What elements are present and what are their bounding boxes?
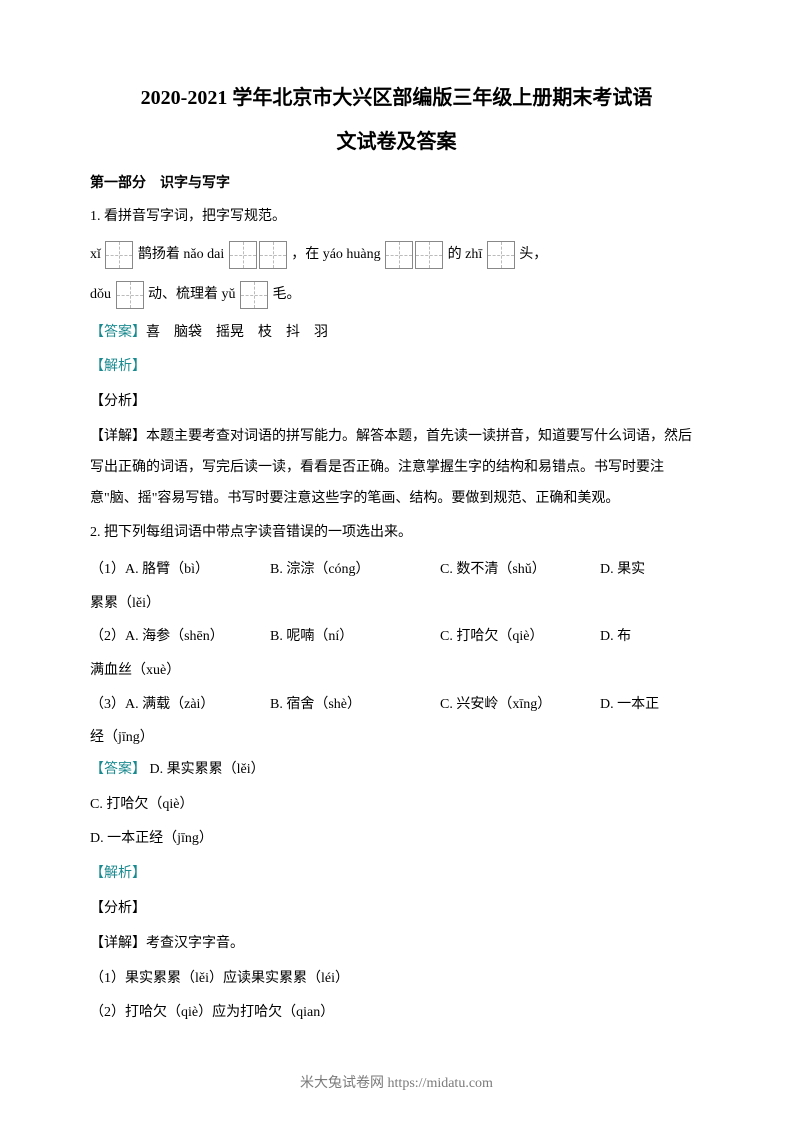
detail-text: 考查汉字字音。: [146, 936, 244, 951]
q2-r3-a: （3）A. 满载（zài）: [90, 688, 270, 722]
char-box: [105, 241, 133, 269]
char-box: [116, 281, 144, 309]
q1-answer: 【答案】喜 脑袋 摇晃 枝 抖 羽: [90, 318, 703, 349]
q2-r3-b: B. 宿舍（shè）: [270, 688, 440, 722]
q2-r2-d: D. 布: [600, 620, 700, 654]
q2-row2: （2）A. 海参（shēn） B. 呢喃（ní） C. 打哈欠（qiè） D. …: [90, 620, 703, 654]
q2-r1-a: （1）A. 胳臂（bì）: [90, 553, 270, 587]
analysis-label: 【解析】: [90, 866, 146, 881]
q2-answer-line2: C. 打哈欠（qiè）: [90, 790, 703, 821]
q2-detail-item2: （2）打哈欠（qiè）应为打哈欠（qian）: [90, 998, 703, 1029]
q1-fenxi: 【分析】: [90, 387, 703, 418]
q2-r3-cont: 经（jīng）: [90, 721, 703, 755]
q2-fenxi: 【分析】: [90, 894, 703, 925]
char-box: [385, 241, 413, 269]
char-box: [229, 241, 257, 269]
q1-seg2: 鹊扬着 nǎo dai: [138, 247, 224, 262]
q2-r3-d: D. 一本正: [600, 688, 700, 722]
q2-r1-d: D. 果实: [600, 553, 700, 587]
page-title-line2: 文试卷及答案: [90, 124, 703, 160]
q1-line2-seg3: 毛。: [273, 287, 301, 302]
q2-r2-a: （2）A. 海参（shēn）: [90, 620, 270, 654]
char-box: [415, 241, 443, 269]
q2-r2-b: B. 呢喃（ní）: [270, 620, 440, 654]
q2-r3-c: C. 兴安岭（xīng）: [440, 688, 600, 722]
q1-detail: 【详解】本题主要考查对词语的拼写能力。解答本题，首先读一读拼音，知道要写什么词语…: [90, 422, 703, 514]
answer-label: 【答案】: [90, 762, 146, 777]
q2-r1-b: B. 淙淙（cóng）: [270, 553, 440, 587]
q1-seg4: 的 zhī: [448, 247, 483, 262]
char-box: [240, 281, 268, 309]
q2-detail-item1: （1）果实累累（lěi）应读果实累累（léi）: [90, 964, 703, 995]
section-header: 第一部分 识字与写字: [90, 172, 703, 192]
q2-r1-c: C. 数不清（shǔ）: [440, 553, 600, 587]
q2-answer-line1: 【答案】 D. 果实累累（lěi）: [90, 755, 703, 786]
footer-text: 米大兔试卷网 https://midatu.com: [0, 1072, 793, 1092]
page-title-line1: 2020-2021 学年北京市大兴区部编版三年级上册期末考试语: [90, 80, 703, 116]
q1-fill-line1: xǐ 鹊扬着 nǎo dai ，在 yáo huàng 的 zhī 头，: [90, 237, 703, 273]
q1-fill-line2: dǒu 动、梳理着 yǔ 毛。: [90, 277, 703, 313]
q1-seg5: 头，: [519, 247, 547, 262]
char-box: [487, 241, 515, 269]
answer-text-1: D. 果实累累（lěi）: [146, 762, 265, 777]
analysis-label: 【解析】: [90, 359, 146, 374]
detail-label: 【详解】: [90, 429, 146, 444]
q2-prompt: 2. 把下列每组词语中带点字读音错误的一项选出来。: [90, 518, 703, 549]
q2-r2-c: C. 打哈欠（qiè）: [440, 620, 600, 654]
q2-r2-cont: 满血丝（xuè）: [90, 654, 703, 688]
q1-seg3: ，在 yáo huàng: [291, 247, 380, 262]
fenxi-label: 【分析】: [90, 394, 146, 409]
fenxi-label: 【分析】: [90, 901, 146, 916]
q2-detail: 【详解】考查汉字字音。: [90, 929, 703, 960]
q2-r1-cont: 累累（lěi）: [90, 587, 703, 621]
q2-row1: （1）A. 胳臂（bì） B. 淙淙（cóng） C. 数不清（shǔ） D. …: [90, 553, 703, 587]
char-box: [259, 241, 287, 269]
answer-text: 喜 脑袋 摇晃 枝 抖 羽: [146, 325, 328, 340]
q1-prompt: 1. 看拼音写字词，把字写规范。: [90, 202, 703, 233]
detail-label: 【详解】: [90, 936, 146, 951]
q1-seg1: xǐ: [90, 247, 101, 262]
q2-analysis-label: 【解析】: [90, 859, 703, 890]
q1-line2-seg2: 动、梳理着 yǔ: [148, 287, 236, 302]
answer-label: 【答案】: [90, 325, 146, 340]
q2-answer-line3: D. 一本正经（jīng）: [90, 824, 703, 855]
q1-line2-seg1: dǒu: [90, 287, 111, 302]
detail-text: 本题主要考查对词语的拼写能力。解答本题，首先读一读拼音，知道要写什么词语，然后写…: [90, 429, 692, 506]
q1-analysis-label: 【解析】: [90, 352, 703, 383]
q2-row3: （3）A. 满载（zài） B. 宿舍（shè） C. 兴安岭（xīng） D.…: [90, 688, 703, 722]
